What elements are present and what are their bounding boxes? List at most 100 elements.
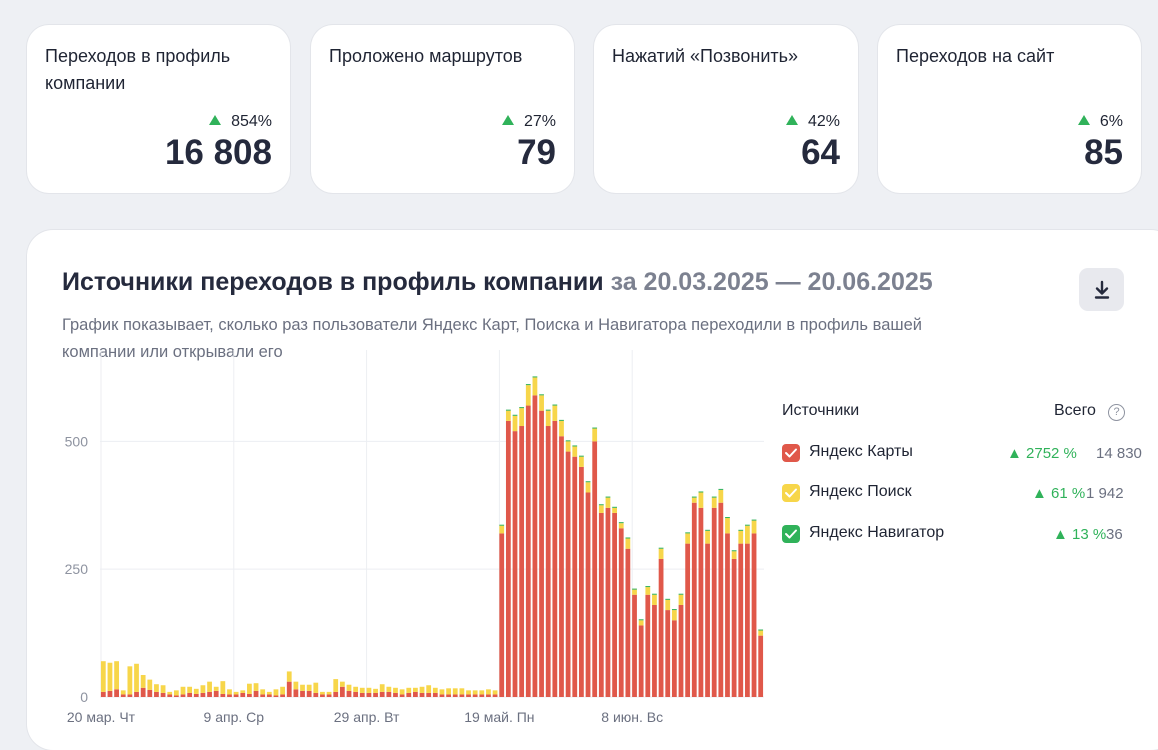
- bar-maps: [306, 690, 312, 697]
- stat-card-site-visits[interactable]: Переходов на сайт 6% 85: [878, 25, 1141, 193]
- bar-maps: [300, 690, 305, 697]
- y-tick-label: 0: [80, 689, 88, 705]
- bar-maps: [751, 533, 757, 697]
- bar-maps: [227, 694, 232, 697]
- bar-search: [346, 684, 352, 691]
- legend-label: Яндекс Поиск: [809, 483, 912, 500]
- bar-search: [426, 685, 432, 693]
- bar-search: [180, 686, 186, 695]
- bar-navigator: [691, 496, 697, 498]
- bar-navigator: [618, 522, 624, 524]
- bar-search: [366, 687, 372, 693]
- bar-search: [745, 525, 750, 544]
- stat-title: Нажатий «Позвонить»: [612, 46, 799, 66]
- bar-search: [293, 681, 299, 690]
- trend-up-icon: [209, 115, 222, 125]
- bar-search: [220, 681, 226, 694]
- bar-search: [320, 691, 325, 695]
- bar-search: [552, 405, 558, 421]
- bar-maps: [266, 694, 272, 697]
- bar-search: [559, 420, 564, 437]
- bar-maps: [738, 543, 744, 697]
- bar-maps: [240, 692, 246, 697]
- bar-search: [127, 666, 133, 695]
- bar-navigator: [638, 619, 644, 621]
- bar-maps: [107, 690, 113, 697]
- bar-maps: [472, 694, 478, 697]
- stat-value: 16 808: [164, 133, 272, 172]
- bar-navigator: [678, 593, 684, 595]
- bar-search: [625, 538, 631, 549]
- bar-maps: [280, 694, 285, 697]
- bar-maps: [711, 507, 717, 697]
- bar-maps: [247, 693, 252, 697]
- stat-delta: 854%: [209, 113, 272, 131]
- legend-total: 14 830: [1096, 445, 1142, 462]
- checkbox-checked-icon[interactable]: [782, 484, 800, 502]
- bar-navigator: [645, 586, 651, 588]
- bar-navigator: [598, 504, 604, 506]
- bar-search: [399, 689, 405, 695]
- bar-maps: [413, 691, 418, 697]
- bar-search: [585, 482, 591, 493]
- stat-card-calls[interactable]: Нажатий «Позвонить» 42% 64: [594, 25, 858, 193]
- bar-search: [665, 599, 671, 611]
- bar-maps: [253, 690, 259, 697]
- bar-maps: [173, 695, 179, 697]
- bar-search: [359, 687, 365, 693]
- bar-maps: [399, 694, 405, 697]
- bar-search: [333, 679, 339, 692]
- download-button[interactable]: [1079, 268, 1124, 311]
- stat-delta: 27%: [501, 113, 556, 131]
- bar-maps: [505, 420, 511, 697]
- bar-navigator: [565, 440, 571, 442]
- bar-navigator: [572, 445, 578, 447]
- bar-maps: [452, 694, 458, 697]
- question-icon[interactable]: ?: [1108, 404, 1125, 421]
- stat-card-profile-visits[interactable]: Переходов в профиль компании 854% 16 808: [27, 25, 290, 193]
- bar-navigator: [625, 537, 631, 539]
- bar-search: [678, 594, 684, 605]
- bar-maps: [758, 635, 764, 697]
- bar-search: [419, 686, 425, 693]
- bar-navigator: [685, 532, 691, 534]
- bar-navigator: [505, 409, 511, 411]
- bar-search: [300, 684, 305, 691]
- bar-maps: [698, 507, 704, 697]
- bar-search: [492, 690, 498, 695]
- bar-search: [598, 505, 604, 513]
- bar-search: [705, 530, 710, 544]
- bar-search: [260, 689, 266, 695]
- bar-maps: [260, 694, 266, 697]
- bar-maps: [379, 691, 385, 697]
- bar-maps: [592, 441, 598, 697]
- bar-maps: [745, 543, 750, 697]
- bar-maps: [638, 625, 644, 697]
- bar-maps: [612, 512, 617, 697]
- bar-maps: [273, 695, 279, 697]
- bar-search: [160, 685, 166, 693]
- bar-search: [393, 687, 398, 693]
- bar-maps: [725, 533, 730, 697]
- bar-navigator: [499, 524, 505, 526]
- bar-maps: [366, 692, 372, 697]
- bar-maps: [333, 691, 339, 697]
- bar-navigator: [671, 609, 677, 611]
- stat-card-routes[interactable]: Проложено маршрутов 27% 79: [311, 25, 574, 193]
- bar-maps: [545, 426, 551, 697]
- stat-delta: 42%: [785, 113, 840, 131]
- bar-search: [439, 689, 445, 695]
- bar-search: [167, 691, 173, 695]
- bar-search: [466, 690, 471, 695]
- bar-maps: [193, 693, 199, 697]
- checkbox-checked-icon[interactable]: [782, 444, 800, 462]
- bar-maps: [625, 548, 631, 697]
- legend-pct: ▲ 61 %: [1032, 485, 1086, 502]
- stat-value: 85: [1084, 133, 1123, 172]
- bar-search: [193, 688, 199, 694]
- stat-value: 79: [517, 133, 556, 172]
- bar-navigator: [585, 481, 591, 483]
- bar-maps: [705, 543, 710, 697]
- bar-maps: [147, 689, 153, 697]
- checkbox-checked-icon[interactable]: [782, 525, 800, 543]
